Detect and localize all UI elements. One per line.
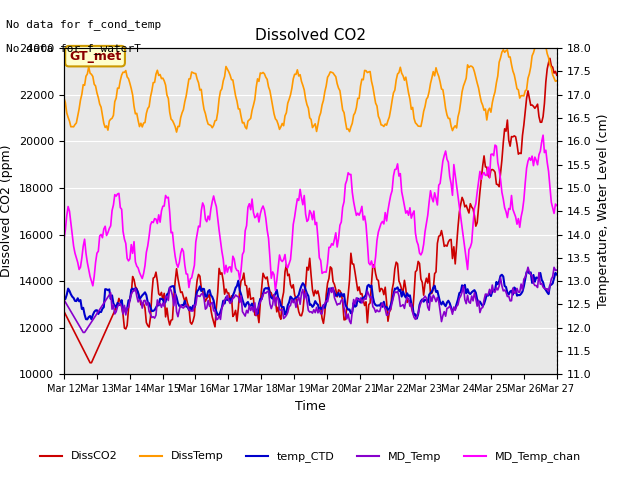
DissTemp <box>120 70 128 75</box>
Text: No data for f_waterT: No data for f_waterT <box>6 43 141 54</box>
MD_Temp_chan <box>60 236 68 242</box>
DissCO2 <box>122 326 130 332</box>
MD_Temp <box>225 298 232 303</box>
DissTemp <box>225 69 232 74</box>
MD_Temp_chan <box>232 265 239 271</box>
Title: Dissolved CO2: Dissolved CO2 <box>255 28 366 43</box>
MD_Temp_chan <box>207 206 214 212</box>
MD_Temp_chan <box>540 132 547 138</box>
Y-axis label: Temperature, Water Level (cm): Temperature, Water Level (cm) <box>597 114 610 309</box>
X-axis label: Time: Time <box>295 400 326 413</box>
MD_Temp_chan <box>120 236 128 242</box>
DissCO2 <box>209 314 216 320</box>
MD_Temp_chan <box>223 269 231 275</box>
MD_Temp <box>277 307 285 313</box>
DissTemp <box>277 124 285 130</box>
Y-axis label: Dissolved CO2 (ppm): Dissolved CO2 (ppm) <box>1 145 13 277</box>
MD_Temp_chan <box>271 288 279 293</box>
DissCO2 <box>225 290 232 296</box>
temp_CTD <box>83 316 91 322</box>
MD_Temp_chan <box>527 157 534 163</box>
temp_CTD <box>122 310 130 315</box>
DissCO2 <box>553 72 561 78</box>
temp_CTD <box>60 296 68 302</box>
DissTemp <box>60 95 68 101</box>
Line: temp_CTD: temp_CTD <box>64 271 557 319</box>
DissTemp <box>209 125 216 131</box>
DissTemp <box>233 98 241 104</box>
temp_CTD <box>233 283 241 289</box>
MD_Temp <box>528 273 536 279</box>
DissCO2 <box>546 56 554 61</box>
Line: MD_Temp: MD_Temp <box>64 267 557 333</box>
MD_Temp <box>122 312 130 318</box>
temp_CTD <box>277 302 285 308</box>
Text: GT_met: GT_met <box>69 49 121 63</box>
DissTemp <box>536 26 544 32</box>
DissCO2 <box>60 309 68 314</box>
MD_Temp <box>553 267 561 273</box>
temp_CTD <box>225 297 232 303</box>
DissCO2 <box>277 316 285 322</box>
DissTemp <box>173 129 180 135</box>
Line: DissCO2: DissCO2 <box>64 59 557 363</box>
temp_CTD <box>553 272 561 277</box>
MD_Temp <box>79 330 87 336</box>
Legend: DissCO2, DissTemp, temp_CTD, MD_Temp, MD_Temp_chan: DissCO2, DissTemp, temp_CTD, MD_Temp, MD… <box>35 447 586 467</box>
temp_CTD <box>524 268 532 274</box>
Text: No data for f_cond_temp: No data for f_cond_temp <box>6 19 162 30</box>
MD_Temp <box>209 300 216 305</box>
MD_Temp <box>60 297 68 303</box>
DissTemp <box>553 78 561 84</box>
MD_Temp_chan <box>277 257 285 263</box>
temp_CTD <box>528 280 536 286</box>
Line: DissTemp: DissTemp <box>64 29 557 132</box>
MD_Temp <box>233 293 241 299</box>
DissTemp <box>527 64 534 70</box>
MD_Temp_chan <box>553 203 561 208</box>
temp_CTD <box>209 294 216 300</box>
DissCO2 <box>527 102 534 108</box>
DissCO2 <box>86 360 94 366</box>
DissCO2 <box>233 318 241 324</box>
Line: MD_Temp_chan: MD_Temp_chan <box>64 135 557 290</box>
MD_Temp <box>524 264 532 270</box>
